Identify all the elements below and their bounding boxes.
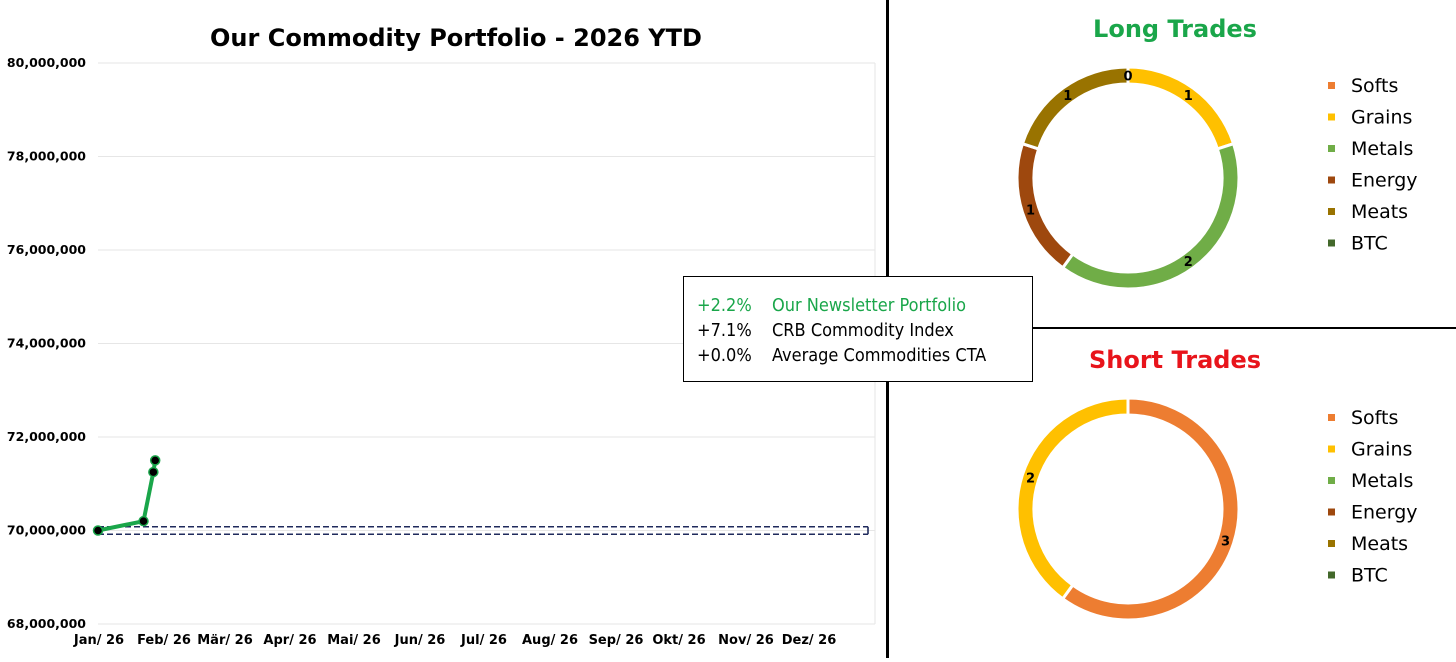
legend-swatch [1328,508,1335,516]
perf-value: +0.0% [697,345,752,366]
donut-slice [1015,396,1130,601]
x-tick-label: Sep/ 26 [589,633,644,648]
x-tick-label: Apr/ 26 [263,633,316,648]
chart-title: Our Commodity Portfolio - 2026 YTD [210,24,702,52]
series-line [97,460,158,533]
portfolio-line-chart: Our Commodity Portfolio - 2026 YTD 68,00… [7,24,876,648]
x-tick-label: Mai/ 26 [327,633,381,648]
y-tick-label: 74,000,000 [7,336,86,351]
legend-swatch [1328,145,1335,152]
legend-swatch [1328,477,1335,484]
perf-value: +2.2% [697,295,752,316]
perf-row-cta: +0.0% Average Commodities CTA [697,343,1032,368]
x-tick-label: Jan/ 26 [73,633,124,648]
slice-value-label: 1 [1184,89,1193,104]
x-tick-label: Dez/ 26 [782,633,837,648]
legend-swatch [1328,176,1335,184]
legend-swatch [1328,414,1335,421]
y-tick-label: 70,000,000 [7,523,86,538]
legend-swatch [1328,445,1335,453]
y-tick-label: 76,000,000 [7,242,86,257]
x-tick-label: Jun/ 26 [394,633,446,648]
legend-label: Softs [1351,407,1398,429]
legend-label: Grains [1351,107,1412,129]
y-tick-label: 72,000,000 [7,429,86,444]
legend-label: Meats [1351,533,1408,555]
donut-slice [1060,141,1241,291]
perf-label: CRB Commodity Index [772,320,954,341]
line-chart-svg: Our Commodity Portfolio - 2026 YTD 68,00… [7,24,876,648]
donut-slice [1020,65,1130,151]
legend-swatch [1328,82,1335,89]
legend-label: Metals [1351,470,1413,492]
x-tick-label: Okt/ 26 [652,633,705,648]
data-point [149,455,161,466]
donut-slice [1060,396,1241,622]
donut-slice [1126,65,1236,151]
short-trades-donut: Short Trades 3 2 Softs Grains Metals Energy Mea… [889,329,1456,658]
legend-label: Meats [1351,201,1408,223]
slice-value-label: 2 [1026,471,1035,486]
perf-label: Our Newsletter Portfolio [772,295,967,316]
legend-label: Metals [1351,138,1413,160]
horizontal-divider [886,327,1456,329]
legend-label: Energy [1351,502,1418,524]
data-point [148,466,159,478]
y-tick-label: 78,000,000 [7,149,86,164]
slice-value-label: 1 [1026,204,1035,219]
legend-label: Grains [1351,439,1412,461]
x-tick-label: Nov/ 26 [718,633,774,648]
legend-swatch [1328,239,1335,247]
perf-label: Average Commodities CTA [772,345,987,366]
slice-value-label: 0 [1123,70,1132,85]
data-point [138,515,149,527]
legend-label: Softs [1351,75,1398,97]
donut-title: Short Trades [1089,346,1261,374]
legend-swatch [1328,113,1335,121]
perf-row-crb: +7.1% CRB Commodity Index [697,318,1032,343]
x-tick-label: Feb/ 26 [137,633,191,648]
donut-title: Long Trades [1093,15,1257,43]
legend-label: BTC [1351,233,1388,255]
legend-swatch [1328,540,1335,547]
x-tick-label: Jul/ 26 [460,633,507,648]
perf-row-newsletter: +2.2% Our Newsletter Portfolio [697,293,1032,318]
legend-swatch [1328,208,1335,215]
long-donut-svg: Long Trades 0 1 2 1 1 Softs Grains Metals Energy M… [1015,15,1418,291]
legend-swatch [1328,571,1335,579]
x-tick-label: Mär/ 26 [197,633,253,648]
short-donut-svg: Short Trades 3 2 Softs Grains Metals Energy Mea… [1015,346,1418,622]
performance-summary-box: +2.2% Our Newsletter Portfolio +7.1% CRB… [683,276,1033,382]
legend-label: Energy [1351,170,1418,192]
y-tick-label: 80,000,000 [7,55,86,70]
y-tick-label: 68,000,000 [7,616,86,631]
slice-value-label: 1 [1063,89,1072,104]
x-tick-label: Aug/ 26 [522,633,578,648]
data-point [92,525,104,536]
slice-value-label: 2 [1184,255,1193,270]
slice-value-label: 3 [1221,535,1230,550]
perf-value: +7.1% [697,320,752,341]
legend-label: BTC [1351,565,1388,587]
long-trades-donut: Long Trades 0 1 2 1 1 Softs Grains Metals Energy M… [889,0,1456,327]
